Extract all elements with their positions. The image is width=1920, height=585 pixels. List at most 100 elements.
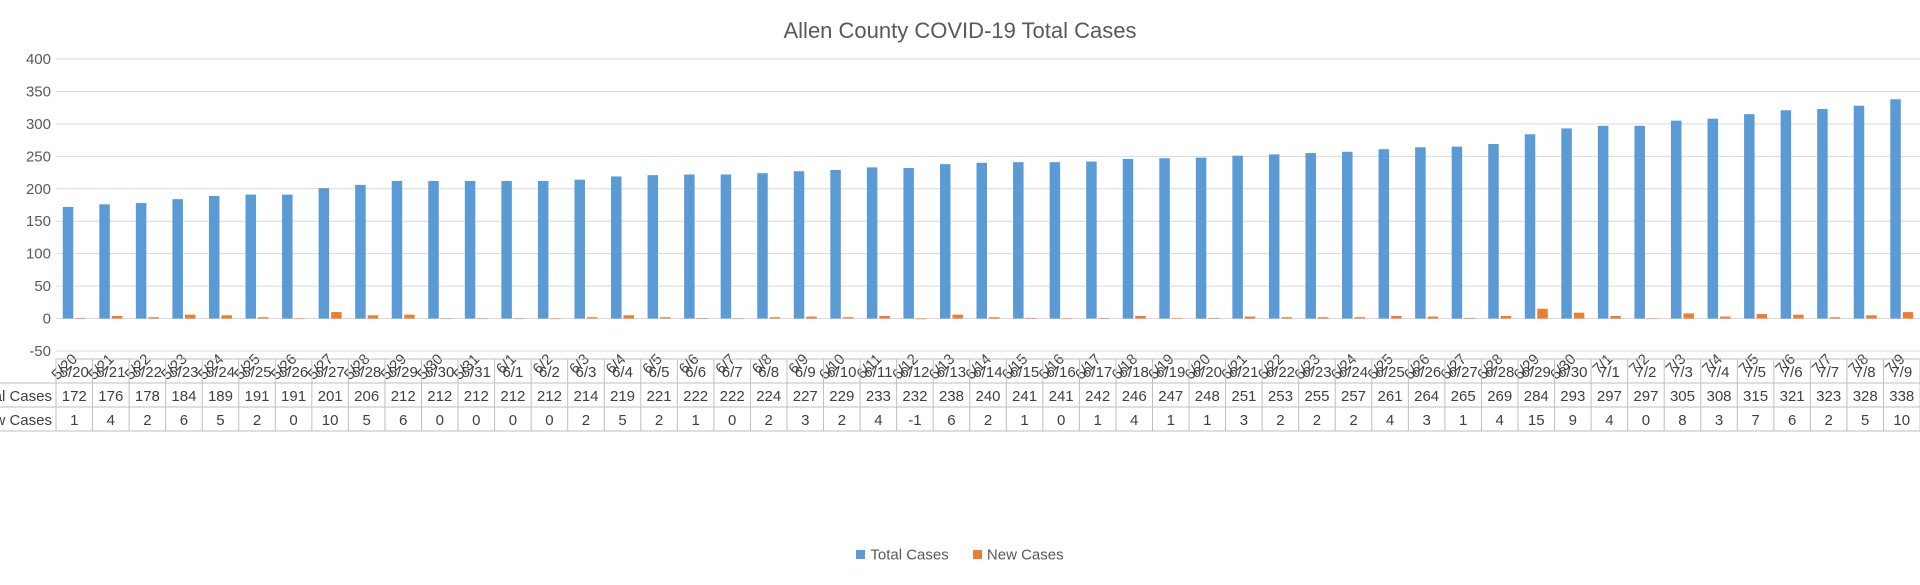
y-tick-label: 400 xyxy=(26,51,51,68)
table-header-cell: 5/20 xyxy=(60,364,89,381)
y-tick-label: 250 xyxy=(26,148,51,165)
bar-new-cases xyxy=(184,314,196,319)
table-new-cell: 4 xyxy=(107,412,115,429)
table-total-cell: 227 xyxy=(793,388,818,405)
table-header-cell: 6/16 xyxy=(1047,364,1076,381)
table-new-cell: 2 xyxy=(253,412,261,429)
table-total-cell: 212 xyxy=(391,388,416,405)
bar-total-cases xyxy=(1415,147,1426,319)
table-new-cell: 1 xyxy=(691,412,699,429)
table-new-cell: 1 xyxy=(1020,412,1028,429)
table-total-cell: 222 xyxy=(720,388,745,405)
table-new-cell: 3 xyxy=(1240,412,1248,429)
table-header-cell: 6/13 xyxy=(937,364,966,381)
bar-total-cases xyxy=(1524,134,1536,319)
bar-new-cases xyxy=(1500,315,1512,319)
table-header-cell: 6/26 xyxy=(1412,364,1441,381)
table-header-cell: 6/23 xyxy=(1302,364,1331,381)
table-header-cell: 6/8 xyxy=(758,364,779,381)
table-header-cell: 6/14 xyxy=(973,364,1002,381)
bar-total-cases xyxy=(793,171,805,319)
bar-new-cases xyxy=(440,318,452,320)
bar-new-cases xyxy=(1354,317,1366,319)
bar-new-cases xyxy=(842,317,854,319)
table-new-cell: 2 xyxy=(1825,412,1833,429)
table-new-cell: 2 xyxy=(582,412,590,429)
legend: Total Cases New Cases xyxy=(0,546,1920,564)
table-header-cell: 5/27 xyxy=(316,364,345,381)
table-header-cell: 6/2 xyxy=(539,364,560,381)
bar-new-cases xyxy=(1208,317,1219,319)
bar-total-cases xyxy=(611,176,622,319)
table-new-cell: 2 xyxy=(655,412,663,429)
table-row-header: New Cases xyxy=(0,412,52,429)
table-total-cell: 265 xyxy=(1451,388,1476,405)
table-total-cell: 212 xyxy=(464,388,489,405)
bar-new-cases xyxy=(915,318,927,320)
bar-total-cases xyxy=(1488,144,1499,319)
table-header-cell: 6/7 xyxy=(722,364,743,381)
bar-new-cases xyxy=(1244,316,1256,319)
table-total-cell: 248 xyxy=(1195,388,1220,405)
bar-total-cases xyxy=(720,174,732,319)
table-total-cell: 305 xyxy=(1670,388,1695,405)
table-total-cell: 255 xyxy=(1304,388,1329,405)
bar-new-cases xyxy=(1573,312,1585,319)
table-total-cell: 242 xyxy=(1085,388,1110,405)
table-total-cell: 241 xyxy=(1049,388,1074,405)
table-header-cell: 7/8 xyxy=(1855,364,1876,381)
bar-total-cases xyxy=(1597,125,1609,319)
table-header-cell: 6/3 xyxy=(576,364,597,381)
table-new-cell: 2 xyxy=(984,412,992,429)
bar-new-cases xyxy=(75,317,86,319)
table-new-cell: 1 xyxy=(70,412,78,429)
table-header-cell: 6/11 xyxy=(864,364,892,381)
table-total-cell: 212 xyxy=(537,388,562,405)
bar-new-cases xyxy=(1866,315,1877,319)
bar-new-cases xyxy=(769,317,781,319)
bar-new-cases xyxy=(1537,308,1548,319)
bar-new-cases xyxy=(623,315,635,319)
bar-new-cases xyxy=(660,317,671,319)
table-total-cell: 264 xyxy=(1414,388,1439,405)
table-total-cell: 261 xyxy=(1378,388,1403,405)
table-header-cell: 7/1 xyxy=(1599,364,1620,381)
table-new-cell: 2 xyxy=(143,412,151,429)
bar-total-cases xyxy=(903,168,914,319)
table-new-cell: 0 xyxy=(289,412,297,429)
bar-new-cases xyxy=(586,317,598,319)
bar-total-cases xyxy=(1707,118,1719,319)
table-total-cell: 212 xyxy=(427,388,452,405)
bar-new-cases xyxy=(806,316,817,319)
bar-total-cases xyxy=(1195,157,1207,319)
table-total-cell: 308 xyxy=(1707,388,1732,405)
table-total-cell: 201 xyxy=(318,388,343,405)
bar-total-cases xyxy=(208,195,220,319)
table-new-cell: 6 xyxy=(399,412,407,429)
bar-new-cases xyxy=(1902,312,1914,319)
bar-new-cases xyxy=(696,317,708,319)
legend-item-new: New Cases xyxy=(972,546,1064,564)
table-new-cell: 2 xyxy=(1276,412,1284,429)
bar-total-cases xyxy=(574,179,585,319)
table-header-cell: 6/28 xyxy=(1485,364,1514,381)
table-new-cell: 4 xyxy=(1496,412,1504,429)
table-new-cell: 0 xyxy=(1057,412,1065,429)
table-total-cell: 191 xyxy=(281,388,306,405)
table-total-cell: 297 xyxy=(1633,388,1658,405)
bar-total-cases xyxy=(757,173,768,319)
table-header-cell: 5/30 xyxy=(425,364,454,381)
table-new-cell: 8 xyxy=(1678,412,1686,429)
table-total-cell: 253 xyxy=(1268,388,1293,405)
bar-new-cases xyxy=(258,317,269,319)
bar-new-cases xyxy=(513,318,525,320)
bar-new-cases xyxy=(1025,317,1037,319)
bar-total-cases xyxy=(866,167,878,319)
bar-total-cases xyxy=(684,174,695,319)
table-header-cell: 7/6 xyxy=(1782,364,1803,381)
bar-total-cases xyxy=(1451,146,1463,319)
y-tick-label: 100 xyxy=(26,246,51,263)
legend-item-total: Total Cases xyxy=(856,546,949,564)
table-total-cell: 206 xyxy=(354,388,379,405)
table-total-cell: 176 xyxy=(98,388,123,405)
